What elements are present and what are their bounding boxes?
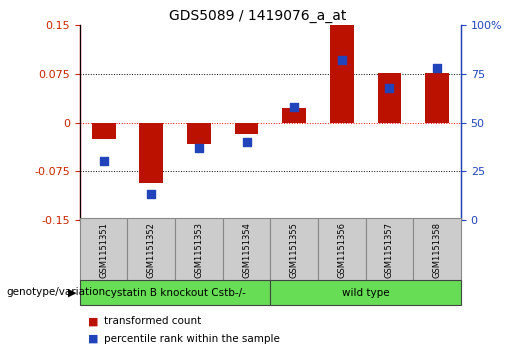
Point bbox=[195, 145, 203, 151]
Bar bbox=[235, 122, 259, 134]
Text: cystatin B knockout Cstb-/-: cystatin B knockout Cstb-/- bbox=[105, 287, 246, 298]
Text: genotype/variation: genotype/variation bbox=[6, 287, 105, 297]
Text: ■: ■ bbox=[88, 316, 98, 326]
Bar bbox=[80, 218, 128, 281]
Text: percentile rank within the sample: percentile rank within the sample bbox=[104, 334, 280, 344]
Text: GSM1151357: GSM1151357 bbox=[385, 221, 394, 278]
Text: ■: ■ bbox=[88, 334, 98, 344]
Bar bbox=[425, 73, 449, 122]
Bar bbox=[318, 218, 366, 281]
Bar bbox=[80, 280, 270, 305]
Point bbox=[147, 191, 156, 197]
Text: GSM1151351: GSM1151351 bbox=[99, 222, 108, 277]
Text: GSM1151352: GSM1151352 bbox=[147, 222, 156, 277]
Bar bbox=[175, 218, 222, 281]
Bar bbox=[413, 218, 461, 281]
Text: wild type: wild type bbox=[342, 287, 389, 298]
Bar bbox=[330, 24, 354, 122]
Bar bbox=[140, 122, 163, 183]
Point bbox=[99, 158, 108, 164]
Bar bbox=[222, 218, 270, 281]
Bar bbox=[366, 218, 413, 281]
Text: transformed count: transformed count bbox=[104, 316, 201, 326]
Text: GDS5089 / 1419076_a_at: GDS5089 / 1419076_a_at bbox=[169, 9, 346, 23]
Text: GSM1151353: GSM1151353 bbox=[195, 221, 203, 278]
Bar bbox=[270, 218, 318, 281]
Bar bbox=[377, 73, 401, 122]
Bar bbox=[128, 218, 175, 281]
Point bbox=[338, 57, 346, 63]
Point bbox=[243, 139, 251, 145]
Bar bbox=[92, 122, 115, 139]
Text: GSM1151354: GSM1151354 bbox=[242, 222, 251, 277]
Bar bbox=[282, 108, 306, 122]
Text: ▶: ▶ bbox=[67, 287, 76, 297]
Text: GSM1151356: GSM1151356 bbox=[337, 221, 346, 278]
Point bbox=[433, 65, 441, 71]
Bar bbox=[187, 122, 211, 144]
Text: GSM1151355: GSM1151355 bbox=[290, 222, 299, 277]
Bar bbox=[270, 280, 461, 305]
Text: GSM1151358: GSM1151358 bbox=[433, 221, 441, 278]
Point bbox=[290, 104, 298, 110]
Point bbox=[385, 85, 393, 90]
